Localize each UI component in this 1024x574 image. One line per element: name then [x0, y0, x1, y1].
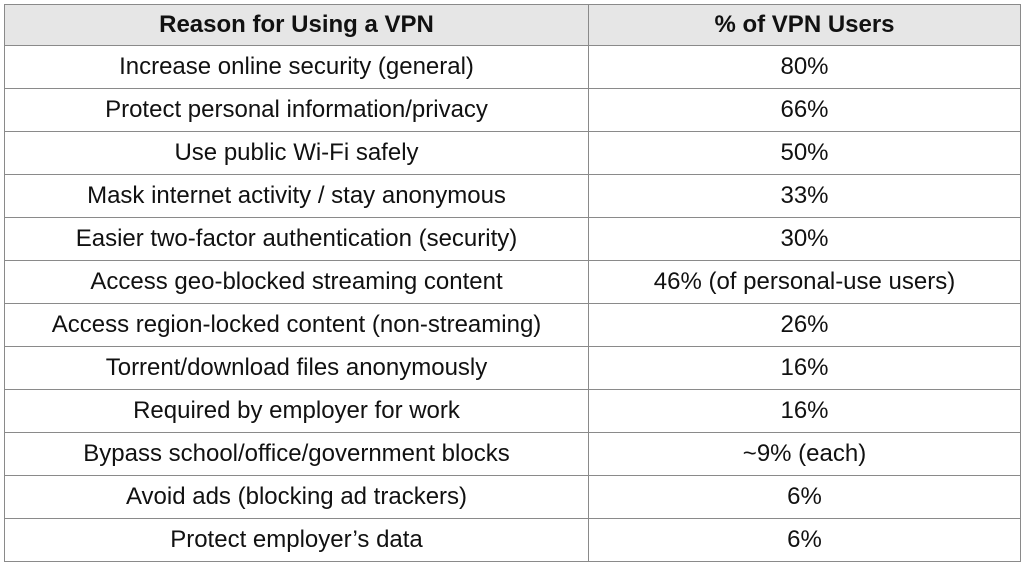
table-row: Access region-locked content (non-stream… — [4, 303, 1021, 347]
table-row: Mask internet activity / stay anonymous 3… — [4, 174, 1021, 218]
percent-cell: 30% — [588, 217, 1021, 261]
table-row: Torrent/download files anonymously 16% — [4, 346, 1021, 390]
reason-cell: Protect employer’s data — [4, 518, 589, 562]
table-row: Avoid ads (blocking ad trackers) 6% — [4, 475, 1021, 519]
percent-cell: ~9% (each) — [588, 432, 1021, 476]
reason-cell: Easier two-factor authentication (securi… — [4, 217, 589, 261]
reason-cell: Protect personal information/privacy — [4, 88, 589, 132]
table-header: Reason for Using a VPN % of VPN Users — [4, 4, 1021, 46]
percent-cell: 66% — [588, 88, 1021, 132]
vpn-table: Reason for Using a VPN % of VPN Users In… — [4, 4, 1021, 562]
reason-cell: Avoid ads (blocking ad trackers) — [4, 475, 589, 519]
reason-cell: Bypass school/office/government blocks — [4, 432, 589, 476]
percent-cell: 50% — [588, 131, 1021, 175]
header-row: Reason for Using a VPN % of VPN Users — [4, 4, 1021, 46]
table-row: Access geo-blocked streaming content 46% … — [4, 260, 1021, 304]
reason-cell: Use public Wi-Fi safely — [4, 131, 589, 175]
percent-cell: 33% — [588, 174, 1021, 218]
percent-cell: 6% — [588, 518, 1021, 562]
header-cell: Reason for Using a VPN — [4, 4, 589, 46]
percent-cell: 46% (of personal-use users) — [588, 260, 1021, 304]
percent-cell: 26% — [588, 303, 1021, 347]
table-row: Protect personal information/privacy 66% — [4, 88, 1021, 132]
reason-cell: Access region-locked content (non-stream… — [4, 303, 589, 347]
reason-cell: Mask internet activity / stay anonymous — [4, 174, 589, 218]
table-row: Increase online security (general) 80% — [4, 45, 1021, 89]
reason-cell: Required by employer for work — [4, 389, 589, 433]
percent-cell: 6% — [588, 475, 1021, 519]
table-row: Use public Wi-Fi safely 50% — [4, 131, 1021, 175]
reason-cell: Torrent/download files anonymously — [4, 346, 589, 390]
reason-cell: Increase online security (general) — [4, 45, 589, 89]
table-body: Increase online security (general) 80% Pro… — [4, 45, 1021, 562]
table-row: Protect employer’s data 6% — [4, 518, 1021, 562]
table-row: Required by employer for work 16% — [4, 389, 1021, 433]
table-row: Easier two-factor authentication (securi… — [4, 217, 1021, 261]
percent-cell: 80% — [588, 45, 1021, 89]
percent-cell: 16% — [588, 346, 1021, 390]
header-cell: % of VPN Users — [588, 4, 1021, 46]
table-row: Bypass school/office/government blocks ~9… — [4, 432, 1021, 476]
reason-cell: Access geo-blocked streaming content — [4, 260, 589, 304]
percent-cell: 16% — [588, 389, 1021, 433]
